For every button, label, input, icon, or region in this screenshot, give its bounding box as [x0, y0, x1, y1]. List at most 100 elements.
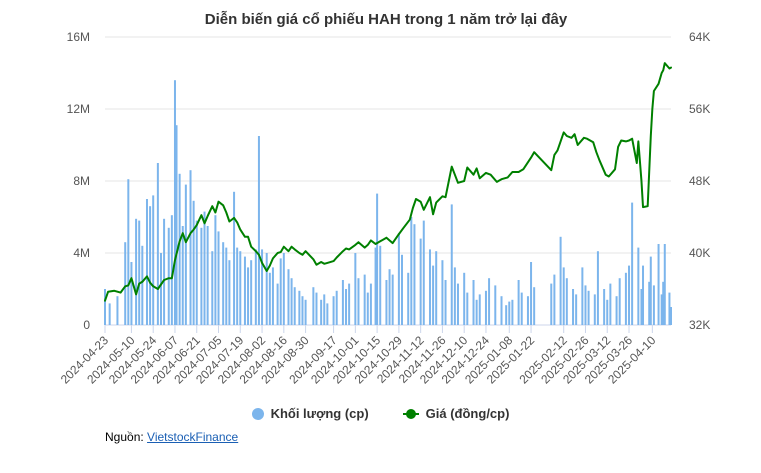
chart-title: Diễn biến giá cổ phiếu HAH trong 1 năm t…	[205, 11, 568, 28]
volume-bar	[298, 290, 301, 325]
y-axis-left: 0 4M 8M 12M 16M	[67, 30, 91, 332]
volume-bar	[649, 256, 652, 325]
volume-bar	[435, 251, 438, 325]
volume-bar	[217, 231, 220, 325]
y-right-tick-label: 56K	[689, 102, 710, 116]
volume-bar	[660, 294, 663, 325]
volume-bar	[618, 278, 621, 325]
volume-bar	[332, 296, 335, 325]
volume-bar	[428, 249, 431, 325]
volume-bar	[530, 262, 533, 325]
volume-bar	[124, 242, 127, 325]
volume-bar	[290, 278, 293, 325]
volume-bar	[276, 283, 279, 325]
volume-bar	[603, 289, 606, 325]
volume-bar	[211, 251, 214, 325]
legend-price-swatch	[402, 408, 419, 420]
volume-bar	[526, 296, 529, 325]
volume-bar	[304, 299, 307, 325]
volume-bar	[413, 224, 416, 325]
volume-bar	[366, 292, 369, 325]
source-link[interactable]: VietstockFinance	[147, 430, 239, 444]
volume-bar	[388, 269, 391, 325]
volume-bar	[565, 278, 568, 325]
volume-bar	[572, 289, 575, 325]
volume-bar	[145, 199, 148, 325]
volume-bar	[662, 281, 665, 325]
legend-volume-label: Khối lượng (cp)	[270, 406, 369, 421]
volume-bar	[203, 211, 206, 325]
volume-bar	[282, 253, 285, 325]
volume-bar	[494, 285, 497, 325]
volume-bar	[606, 299, 609, 325]
volume-bar	[116, 296, 119, 325]
volume-bar	[637, 247, 640, 325]
volume-bar	[500, 296, 503, 325]
volume-bar	[374, 247, 377, 325]
volume-bar	[484, 290, 487, 325]
volume-bar	[400, 254, 403, 325]
volume-bar	[135, 218, 138, 325]
volume-bar	[419, 238, 422, 325]
volume-bar	[159, 253, 162, 325]
chart-svg: Diễn biến giá cổ phiếu HAH trong 1 năm t…	[58, 11, 711, 387]
volume-bar	[181, 226, 184, 325]
volume-bars	[104, 80, 672, 325]
volume-bar	[376, 193, 379, 325]
volume-bar	[293, 287, 296, 325]
y-right-tick-label: 64K	[689, 30, 710, 44]
volume-bar	[466, 292, 469, 325]
volume-bar	[511, 299, 514, 325]
volume-bar	[228, 260, 231, 325]
volume-bar	[127, 179, 130, 325]
volume-bar	[104, 289, 106, 325]
volume-bar	[407, 272, 410, 325]
volume-bar	[559, 236, 562, 325]
y-left-tick-label: 12M	[67, 102, 90, 116]
volume-bar	[320, 299, 323, 325]
volume-bar	[550, 283, 553, 325]
volume-bar	[562, 267, 565, 325]
volume-bar	[222, 242, 225, 325]
volume-bar	[254, 249, 257, 325]
volume-bar	[581, 267, 584, 325]
volume-bar	[663, 244, 666, 325]
volume-bar	[584, 285, 587, 325]
volume-bar	[432, 265, 435, 325]
volume-bar	[279, 258, 282, 325]
volume-bar	[250, 260, 253, 325]
price-line	[104, 62, 672, 302]
volume-bar	[233, 191, 236, 325]
volume-bar	[236, 247, 239, 325]
volume-bar	[167, 227, 170, 325]
volume-bar	[163, 218, 166, 325]
volume-bar	[141, 245, 144, 325]
volume-bar	[192, 200, 195, 325]
volume-bar	[642, 265, 645, 325]
volume-bar	[175, 125, 178, 325]
legend-item-volume[interactable]: Khối lượng (cp)	[251, 406, 369, 421]
volume-bar	[593, 294, 596, 325]
y-left-tick-label: 8M	[73, 174, 90, 188]
volume-bar	[422, 220, 425, 325]
source-prefix: Nguồn:	[105, 430, 144, 444]
volume-bar	[247, 267, 250, 325]
volume-bar	[152, 195, 155, 325]
volume-bar	[520, 292, 523, 325]
y-left-tick-label: 16M	[67, 30, 90, 44]
volume-bar	[575, 294, 578, 325]
volume-bar	[287, 269, 290, 325]
volume-bar	[410, 217, 413, 325]
volume-bar	[463, 272, 466, 325]
volume-bar	[315, 292, 318, 325]
legend-item-price[interactable]: Giá (đồng/cp)	[402, 406, 509, 421]
volume-bar	[450, 204, 453, 325]
volume-bar	[149, 206, 152, 325]
volume-bar	[587, 290, 590, 325]
y-right-tick-label: 32K	[689, 318, 710, 332]
volume-bar	[271, 267, 274, 325]
volume-bar	[189, 170, 192, 325]
volume-bar	[184, 184, 187, 325]
legend-volume-swatch	[251, 407, 264, 420]
volume-bar	[640, 289, 643, 325]
